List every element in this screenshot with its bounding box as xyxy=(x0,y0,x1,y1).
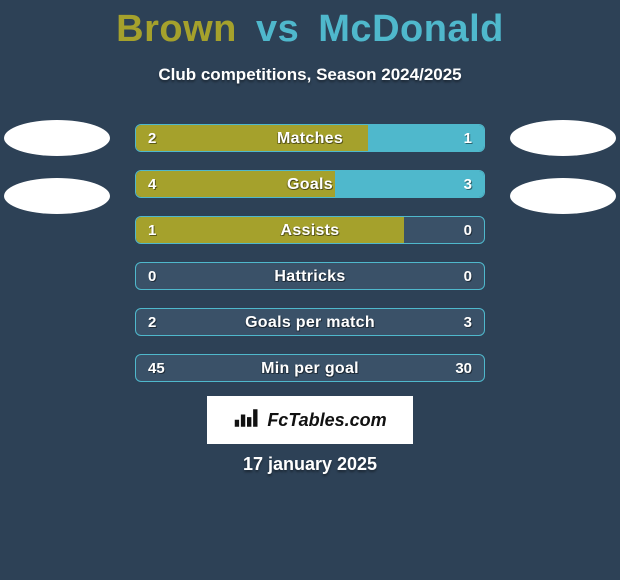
stat-value-left: 2 xyxy=(148,125,156,151)
stat-value-left: 0 xyxy=(148,263,156,289)
player2-photo xyxy=(510,120,616,156)
stats-container: 21Matches43Goals10Assists00Hattricks23Go… xyxy=(135,124,485,382)
brand-text: FcTables.com xyxy=(267,410,386,431)
stat-value-right: 30 xyxy=(455,355,472,381)
stat-label: Goals per match xyxy=(136,309,484,335)
brand-badge: FcTables.com xyxy=(207,396,413,444)
stat-row: 1 0Assists xyxy=(135,216,485,244)
vs-label: vs xyxy=(256,8,299,50)
player2-club-photo xyxy=(510,178,616,214)
comparison-title: Brown vs McDonald xyxy=(0,0,620,51)
stat-value-left: 45 xyxy=(148,355,165,381)
stat-value-left: 1 xyxy=(148,217,156,243)
player1-photo-column xyxy=(2,120,112,214)
player1-club-photo xyxy=(4,178,110,214)
date-label: 17 january 2025 xyxy=(0,454,620,475)
stat-label: Min per goal xyxy=(136,355,484,381)
stat-label: Hattricks xyxy=(136,263,484,289)
stat-value-right: 3 xyxy=(464,171,472,197)
stat-label: Goals xyxy=(136,171,484,197)
stat-row: 4 3Goals xyxy=(135,170,485,198)
stat-label: Matches xyxy=(136,125,484,151)
stat-value-left: 4 xyxy=(148,171,156,197)
subtitle: Club competitions, Season 2024/2025 xyxy=(0,65,620,85)
player1-photo xyxy=(4,120,110,156)
stat-value-right: 0 xyxy=(464,217,472,243)
stat-label: Assists xyxy=(136,217,484,243)
stat-value-left: 2 xyxy=(148,309,156,335)
stat-value-right: 0 xyxy=(464,263,472,289)
stat-value-right: 3 xyxy=(464,309,472,335)
player1-name: Brown xyxy=(116,8,237,50)
stat-row: 45 30Min per goal xyxy=(135,354,485,382)
stat-row: 2 1Matches xyxy=(135,124,485,152)
player2-name: McDonald xyxy=(318,8,504,50)
stat-row: 0 0Hattricks xyxy=(135,262,485,290)
stat-value-right: 1 xyxy=(464,125,472,151)
stat-row: 2 3Goals per match xyxy=(135,308,485,336)
player2-photo-column xyxy=(508,120,618,214)
bar-chart-icon xyxy=(233,406,261,435)
